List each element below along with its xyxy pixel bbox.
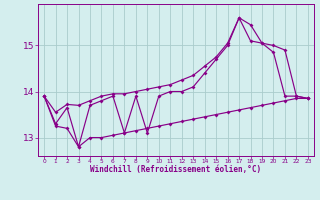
X-axis label: Windchill (Refroidissement éolien,°C): Windchill (Refroidissement éolien,°C): [91, 165, 261, 174]
